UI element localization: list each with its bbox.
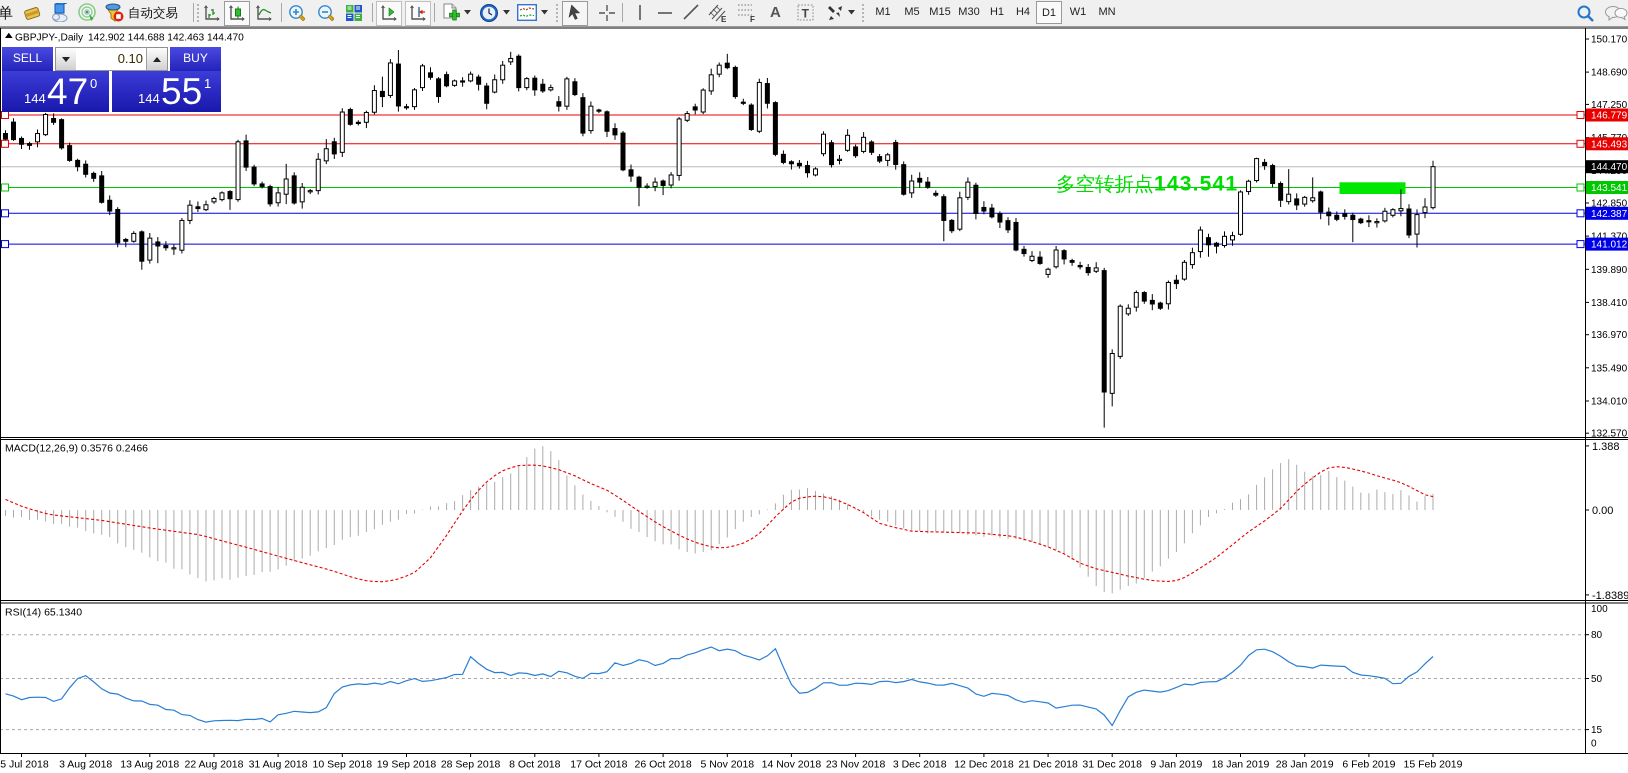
svg-text:138.410: 138.410 [1591, 298, 1628, 309]
svg-text:132.570: 132.570 [1591, 429, 1628, 440]
svg-text:141.370: 141.370 [1591, 232, 1628, 243]
svg-text:141.012: 141.012 [1591, 240, 1628, 251]
svg-text:142.902 144.688 142.463 144.47: 142.902 144.688 142.463 144.470 [88, 33, 244, 44]
svg-text:28 Jan 2019: 28 Jan 2019 [1276, 759, 1334, 771]
svg-text:142.387: 142.387 [1591, 209, 1628, 220]
svg-text:28 Sep 2018: 28 Sep 2018 [441, 759, 501, 771]
svg-text:9 Jan 2019: 9 Jan 2019 [1150, 759, 1202, 771]
svg-text:134.010: 134.010 [1591, 397, 1628, 408]
svg-text:T: T [802, 6, 810, 20]
svg-text:RSI(14) 65.1340: RSI(14) 65.1340 [5, 607, 82, 619]
svg-text:142.850: 142.850 [1591, 199, 1628, 210]
svg-text:15: 15 [1591, 725, 1603, 736]
svg-text:31 Dec 2018: 31 Dec 2018 [1082, 759, 1142, 771]
svg-text:22 Aug 2018: 22 Aug 2018 [185, 759, 244, 771]
svg-text:143.541: 143.541 [1154, 173, 1238, 196]
svg-text:26 Oct 2018: 26 Oct 2018 [634, 759, 691, 771]
svg-text:18 Jan 2019: 18 Jan 2019 [1212, 759, 1270, 771]
svg-text:23 Nov 2018: 23 Nov 2018 [826, 759, 886, 771]
svg-text:150.170: 150.170 [1591, 35, 1628, 46]
svg-text:143.541: 143.541 [1591, 183, 1628, 194]
svg-text:13 Aug 2018: 13 Aug 2018 [120, 759, 179, 771]
svg-text:0.00: 0.00 [1592, 505, 1613, 517]
svg-text:1.388: 1.388 [1592, 441, 1620, 453]
svg-text:0: 0 [1591, 739, 1597, 750]
svg-text:12 Dec 2018: 12 Dec 2018 [954, 759, 1014, 771]
svg-text:50: 50 [1591, 674, 1603, 685]
svg-text:MACD(12,26,9) 0.3576 0.2466: MACD(12,26,9) 0.3576 0.2466 [5, 443, 148, 455]
svg-text:F: F [750, 15, 755, 23]
svg-text:145.493: 145.493 [1591, 139, 1628, 150]
svg-text:6 Feb 2019: 6 Feb 2019 [1342, 759, 1395, 771]
svg-text:135.490: 135.490 [1591, 363, 1628, 374]
svg-text:15 Feb 2019: 15 Feb 2019 [1404, 759, 1463, 771]
svg-text:E: E [721, 15, 727, 23]
svg-text:GBPJPY-,Daily: GBPJPY-,Daily [15, 33, 84, 44]
svg-text:31 Aug 2018: 31 Aug 2018 [249, 759, 308, 771]
svg-text:17 Oct 2018: 17 Oct 2018 [570, 759, 627, 771]
svg-text:100: 100 [1591, 604, 1608, 615]
svg-text:25 Jul 2018: 25 Jul 2018 [0, 759, 49, 771]
svg-text:147.250: 147.250 [1591, 100, 1628, 111]
svg-text:19 Sep 2018: 19 Sep 2018 [377, 759, 437, 771]
svg-text:146.779: 146.779 [1591, 111, 1628, 122]
svg-text:136.970: 136.970 [1591, 330, 1628, 341]
svg-text:14 Nov 2018: 14 Nov 2018 [762, 759, 822, 771]
svg-text:3 Dec 2018: 3 Dec 2018 [893, 759, 947, 771]
svg-text:10 Sep 2018: 10 Sep 2018 [313, 759, 373, 771]
svg-text:139.890: 139.890 [1591, 265, 1628, 276]
svg-text:8 Oct 2018: 8 Oct 2018 [509, 759, 561, 771]
svg-text:80: 80 [1591, 630, 1603, 641]
svg-text:21 Dec 2018: 21 Dec 2018 [1018, 759, 1078, 771]
svg-text:-1.8389: -1.8389 [1592, 590, 1628, 602]
svg-text:5 Nov 2018: 5 Nov 2018 [700, 759, 754, 771]
svg-text:148.690: 148.690 [1591, 68, 1628, 79]
svg-text:144.470: 144.470 [1591, 162, 1628, 173]
svg-text:3 Aug 2018: 3 Aug 2018 [59, 759, 112, 771]
